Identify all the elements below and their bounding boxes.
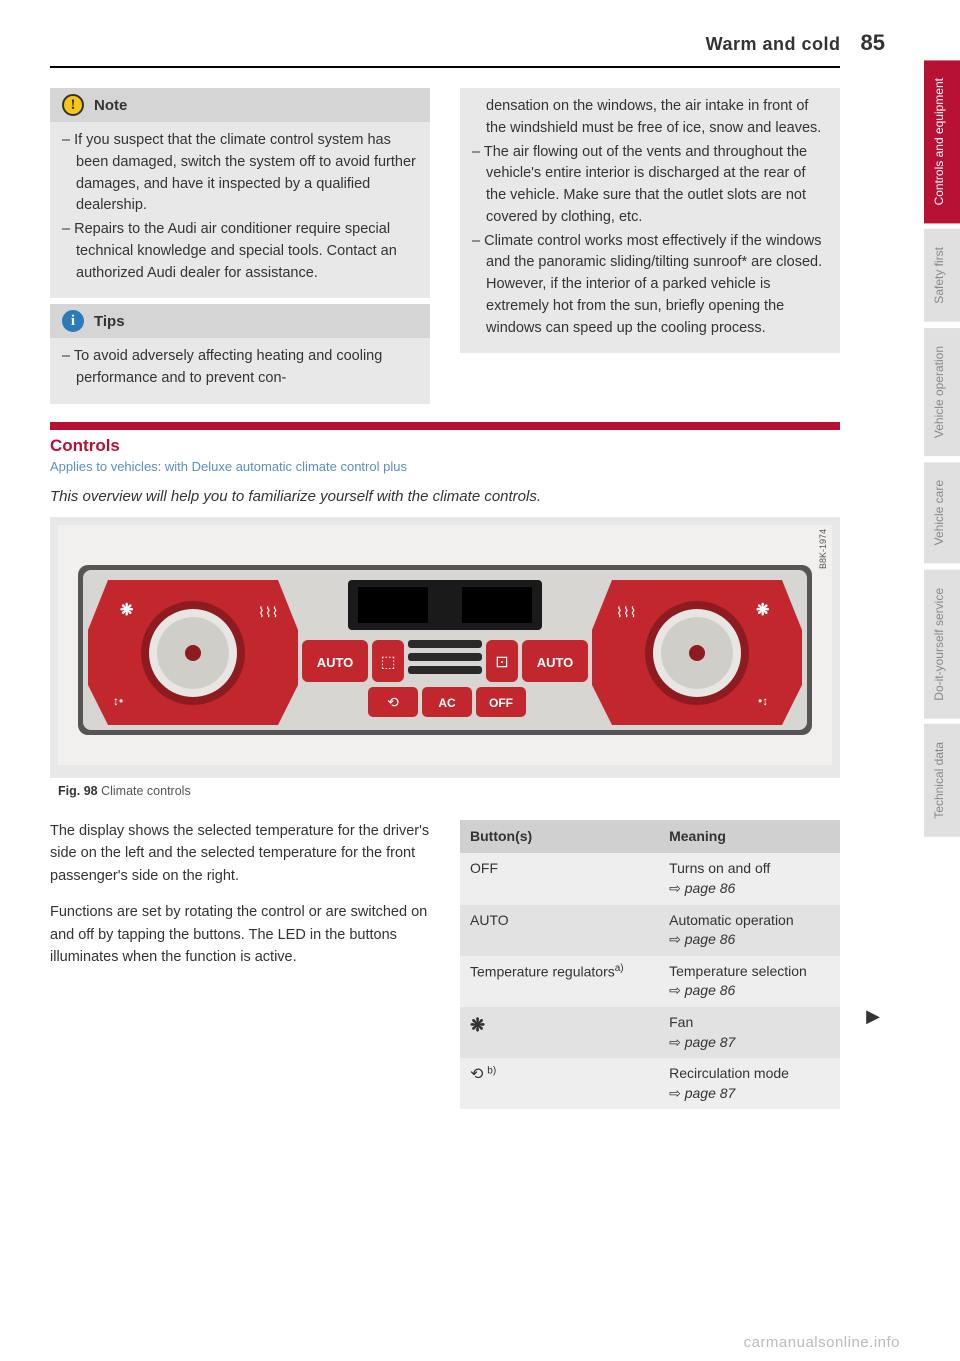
section-intro: This overview will help you to familiari… — [50, 488, 910, 505]
note-label: Note — [94, 97, 127, 114]
button-cell: ❋ — [460, 1007, 659, 1058]
svg-text:⬚: ⬚ — [380, 654, 395, 671]
svg-text:OFF: OFF — [489, 696, 513, 710]
meaning-cell: Automatic operation⇨ page 86 — [659, 905, 840, 956]
meaning-cell: Recirculation mode⇨ page 87 — [659, 1058, 840, 1109]
continue-arrow-icon: ▶ — [866, 1006, 880, 1027]
note-box: ! Note – If you suspect that the climate… — [50, 88, 430, 298]
note-item: – If you suspect that the climate contro… — [62, 130, 418, 217]
fan-icon: ❋ — [470, 1015, 485, 1035]
applies-to: Applies to vehicles: with Deluxe automat… — [50, 459, 910, 474]
svg-text:❋: ❋ — [120, 602, 134, 619]
tips-icon: i — [62, 310, 84, 332]
tab-vehicle-operation[interactable]: Vehicle operation — [924, 328, 960, 456]
table-row: AUTO Automatic operation⇨ page 86 — [460, 905, 840, 956]
tab-safety-first[interactable]: Safety first — [924, 229, 960, 322]
watermark: carmanualsonline.info — [744, 1334, 900, 1351]
tab-controls-equipment[interactable]: Controls and equipment — [924, 60, 960, 223]
figure-box: B8K-1974 ❋ ⌇⌇⌇ ↕• — [50, 517, 840, 778]
svg-text:AC: AC — [438, 696, 456, 710]
tab-diy-service[interactable]: Do-it-yourself service — [924, 570, 960, 719]
note-item: – Repairs to the Audi air conditioner re… — [62, 219, 418, 284]
tab-technical-data[interactable]: Technical data — [924, 724, 960, 837]
tips-item: – Climate control works most effectively… — [472, 231, 828, 340]
section-title: Controls — [50, 436, 910, 456]
tips-box: i Tips – To avoid adversely affecting he… — [50, 304, 430, 404]
svg-text:❋: ❋ — [756, 602, 770, 619]
table-row: Temperature regulatorsa) Temperature sel… — [460, 956, 840, 1007]
tips-label: Tips — [94, 313, 125, 330]
tips-item: – The air flowing out of the vents and t… — [472, 142, 828, 229]
button-cell: AUTO — [460, 905, 659, 956]
page-header: Warm and cold 85 — [50, 30, 910, 66]
button-cell: ⟲ b) — [460, 1058, 659, 1109]
header-page-number: 85 — [861, 30, 885, 56]
svg-text:AUTO: AUTO — [317, 655, 354, 670]
buttons-table: Button(s) Meaning OFF Turns on and off⇨ … — [460, 820, 840, 1110]
table-head-buttons: Button(s) — [460, 820, 659, 854]
header-title: Warm and cold — [706, 34, 841, 55]
table-row: ❋ Fan⇨ page 87 — [460, 1007, 840, 1058]
meaning-cell: Temperature selection⇨ page 86 — [659, 956, 840, 1007]
svg-text:⊡: ⊡ — [495, 654, 508, 671]
climate-control-illustration: ❋ ⌇⌇⌇ ↕• ❋ ⌇⌇⌇ •↕ AUTO ⬚ ⊡ — [58, 525, 832, 765]
button-cell: OFF — [460, 853, 659, 904]
svg-text:↕•: ↕• — [113, 694, 123, 708]
section-bar — [50, 422, 840, 430]
tips-header: i Tips — [50, 304, 430, 338]
description-column: The display shows the selected temperatu… — [50, 820, 430, 1110]
note-icon: ! — [62, 94, 84, 116]
table-head-meaning: Meaning — [659, 820, 840, 854]
svg-text:AUTO: AUTO — [537, 655, 574, 670]
svg-text:•↕: •↕ — [758, 694, 768, 708]
header-rule — [50, 66, 840, 68]
meaning-cell: Fan⇨ page 87 — [659, 1007, 840, 1058]
description-p1: The display shows the selected temperatu… — [50, 820, 430, 887]
button-cell: Temperature regulatorsa) — [460, 956, 659, 1007]
figure-caption: Fig. 98 Climate controls — [50, 784, 910, 798]
tips-continuation: densation on the windows, the air intake… — [460, 88, 840, 353]
table-row: OFF Turns on and off⇨ page 86 — [460, 853, 840, 904]
tips-item-left: – To avoid adversely affecting heating a… — [62, 346, 418, 390]
tab-vehicle-care[interactable]: Vehicle care — [924, 462, 960, 563]
figure-code: B8K-1974 — [818, 529, 828, 569]
meaning-cell: Turns on and off⇨ page 86 — [659, 853, 840, 904]
description-p2: Functions are set by rotating the contro… — [50, 901, 430, 968]
note-header: ! Note — [50, 88, 430, 122]
svg-text:⌇⌇⌇: ⌇⌇⌇ — [258, 604, 279, 620]
side-tabs: Controls and equipment Safety first Vehi… — [924, 60, 960, 843]
svg-text:⌇⌇⌇: ⌇⌇⌇ — [616, 604, 637, 620]
table-row: ⟲ b) Recirculation mode⇨ page 87 — [460, 1058, 840, 1109]
recirculation-icon: ⟲ — [470, 1066, 483, 1083]
tips-item: densation on the windows, the air intake… — [472, 96, 828, 140]
svg-text:⟲: ⟲ — [387, 694, 399, 710]
